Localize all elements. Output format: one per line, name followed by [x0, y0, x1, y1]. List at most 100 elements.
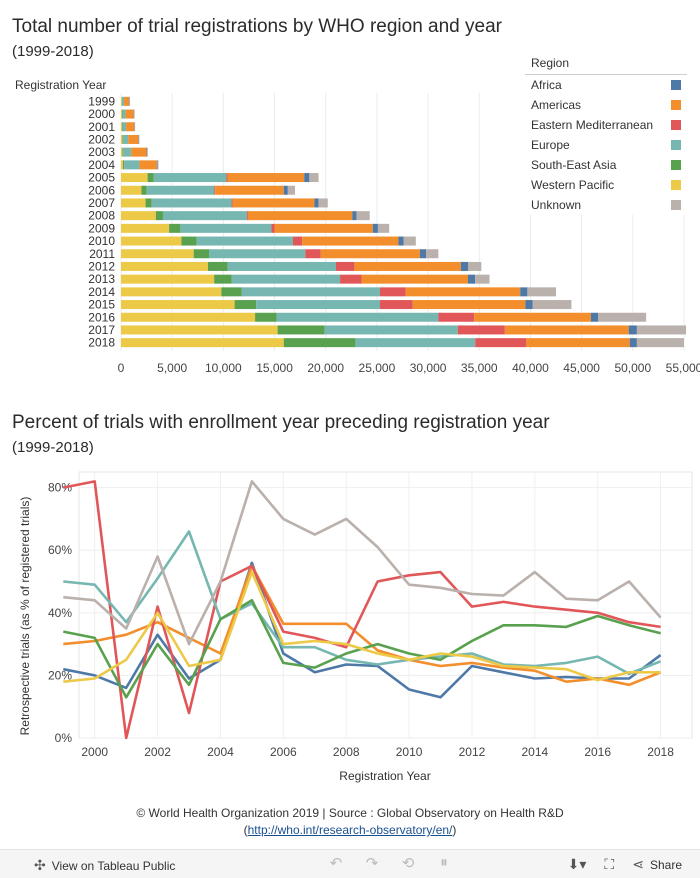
legend-item[interactable]: Eastern Mediterranean	[525, 115, 687, 135]
bar-segment[interactable]	[234, 300, 257, 310]
bar-segment[interactable]	[121, 300, 235, 310]
bar-segment[interactable]	[377, 223, 390, 233]
bar-segment[interactable]	[157, 160, 159, 170]
bar-segment[interactable]	[121, 338, 284, 348]
bar-stacks[interactable]	[121, 96, 687, 348]
fullscreen-icon[interactable]: ⛶	[604, 856, 615, 872]
bar-segment[interactable]	[133, 109, 135, 119]
bar-segment[interactable]	[122, 109, 123, 119]
bar-segment[interactable]	[121, 223, 170, 233]
bar-segment[interactable]	[129, 96, 130, 106]
undo-icon[interactable]: ↶	[329, 855, 343, 872]
bar-segment[interactable]	[153, 173, 227, 183]
bar-segment[interactable]	[527, 287, 557, 297]
bar-segment[interactable]	[318, 198, 328, 208]
bar-segment[interactable]	[121, 96, 122, 106]
bar-segment[interactable]	[146, 185, 215, 195]
bar-segment[interactable]	[274, 223, 373, 233]
bar-segment[interactable]	[271, 223, 275, 233]
legend-item[interactable]: Europe	[525, 135, 687, 155]
bar-segment[interactable]	[474, 312, 591, 322]
bar-segment[interactable]	[122, 134, 124, 144]
bar-segment[interactable]	[305, 249, 321, 259]
bar-segment[interactable]	[403, 236, 416, 246]
bar-segment[interactable]	[121, 160, 124, 170]
line-series[interactable]	[63, 561, 662, 699]
bar-segment[interactable]	[241, 287, 380, 297]
bar-segment[interactable]	[121, 236, 182, 246]
bar-segment[interactable]	[131, 147, 147, 157]
bar-segment[interactable]	[379, 300, 413, 310]
bar-segment[interactable]	[438, 312, 475, 322]
bar-segment[interactable]	[121, 312, 256, 322]
bar-segment[interactable]	[214, 185, 216, 195]
bar-segment[interactable]	[124, 160, 140, 170]
bar-segment[interactable]	[520, 287, 528, 297]
bar-segment[interactable]	[147, 173, 154, 183]
bar-segment[interactable]	[121, 274, 215, 284]
bar-segment[interactable]	[121, 261, 209, 271]
bar-segment[interactable]	[215, 185, 284, 195]
legend[interactable]: Region Africa Americas Eastern Mediterrane…	[525, 54, 687, 215]
bar-segment[interactable]	[128, 134, 139, 144]
download-icon[interactable]: ⬇▾	[567, 856, 587, 872]
bar-segment[interactable]	[124, 96, 130, 106]
bar-segment[interactable]	[405, 287, 521, 297]
bar-segment[interactable]	[121, 147, 123, 157]
line-series[interactable]	[63, 480, 662, 646]
bar-segment[interactable]	[255, 312, 277, 322]
bar-segment[interactable]	[180, 223, 272, 233]
bar-segment[interactable]	[302, 236, 399, 246]
bar-segment[interactable]	[460, 261, 469, 271]
bar-segment[interactable]	[340, 274, 362, 284]
bar-segment[interactable]	[309, 173, 319, 183]
bar-segment[interactable]	[246, 211, 248, 221]
bar-segment[interactable]	[227, 261, 336, 271]
legend-item[interactable]: Americas	[525, 95, 687, 115]
bar-segment[interactable]	[121, 173, 148, 183]
bar-segment[interactable]	[412, 300, 526, 310]
bar-segment[interactable]	[355, 338, 476, 348]
bar-segment[interactable]	[123, 147, 132, 157]
bar-segment[interactable]	[123, 160, 125, 170]
bar-segment[interactable]	[121, 185, 142, 195]
bar-segment[interactable]	[121, 134, 123, 144]
bar-segment[interactable]	[628, 325, 637, 335]
bar-segment[interactable]	[504, 325, 629, 335]
bar-segment[interactable]	[526, 338, 630, 348]
bar-segment[interactable]	[361, 274, 469, 284]
bar-segment[interactable]	[419, 249, 427, 259]
bar-segment[interactable]	[287, 185, 296, 195]
bar-segment[interactable]	[141, 185, 147, 195]
bar-segment[interactable]	[122, 122, 127, 132]
bar-segment[interactable]	[457, 325, 505, 335]
bar-segment[interactable]	[208, 261, 228, 271]
bar-segment[interactable]	[221, 287, 242, 297]
bar-segment[interactable]	[155, 211, 163, 221]
line-series[interactable]	[63, 570, 661, 683]
bar-segment[interactable]	[636, 338, 684, 348]
bar-segment[interactable]	[196, 236, 293, 246]
legend-item[interactable]: Africa	[525, 75, 687, 95]
bar-segment[interactable]	[226, 173, 228, 183]
bar-segment[interactable]	[122, 109, 126, 119]
bar-segment[interactable]	[134, 109, 135, 119]
bar-segment[interactable]	[320, 249, 420, 259]
bar-segment[interactable]	[277, 325, 325, 335]
bar-segment[interactable]	[121, 109, 123, 119]
bar-segment[interactable]	[314, 198, 319, 208]
bar-segment[interactable]	[147, 147, 148, 157]
bar-segment[interactable]	[475, 274, 490, 284]
bar-segment[interactable]	[121, 122, 123, 132]
bar-segment[interactable]	[598, 312, 647, 322]
bar-segment[interactable]	[125, 109, 134, 119]
bar-segment[interactable]	[145, 198, 152, 208]
bar-segment[interactable]	[468, 274, 476, 284]
bar-segment[interactable]	[256, 300, 380, 310]
share-button[interactable]: ⋖ Share	[632, 856, 682, 873]
bar-segment[interactable]	[525, 300, 533, 310]
bar-segment[interactable]	[193, 249, 210, 259]
line-series-group[interactable]	[63, 480, 662, 740]
bar-segment[interactable]	[151, 198, 232, 208]
bar-segment[interactable]	[121, 211, 156, 221]
